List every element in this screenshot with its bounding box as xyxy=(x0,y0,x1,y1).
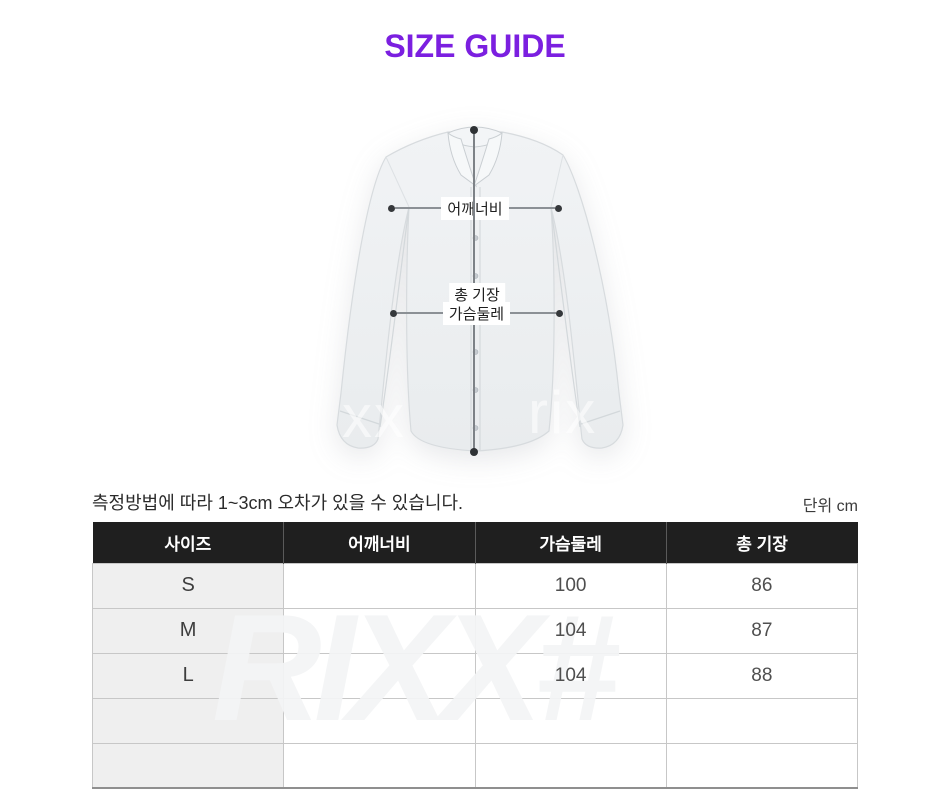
page-title: SIZE GUIDE xyxy=(384,28,566,64)
table-cell xyxy=(283,742,476,789)
table-cell: 88 xyxy=(665,652,859,699)
table-row: S 100 86 xyxy=(91,562,859,609)
measure-line xyxy=(510,312,557,314)
size-cell: S xyxy=(91,562,285,609)
table-row xyxy=(91,697,859,744)
table-cell xyxy=(283,697,476,744)
shirt-measurement-diagram: xx rix 어깨너비 가슴둘레 총 기장 xyxy=(330,95,630,480)
size-cell: L xyxy=(91,652,285,699)
shoulder-measure-line: 어깨너비 xyxy=(388,196,563,220)
size-cell xyxy=(91,697,285,744)
measure-line xyxy=(395,207,442,209)
table-cell: 86 xyxy=(665,562,859,609)
table-cell xyxy=(474,742,667,789)
size-table: 사이즈 어깨너비 가슴둘레 총 기장 S 100 86 M 104 87 xyxy=(91,522,859,789)
header-shoulder: 어깨너비 xyxy=(283,522,476,563)
measure-dot-icon xyxy=(556,309,564,317)
table-cell: 87 xyxy=(665,607,859,654)
header-length: 총 기장 xyxy=(666,522,858,563)
measure-line xyxy=(508,207,556,209)
table-row xyxy=(91,742,859,789)
measurement-note: 측정방법에 따라 1~3cm 오차가 있을 수 있습니다. xyxy=(92,493,464,513)
chest-measure-line: 가슴둘레 xyxy=(390,301,564,325)
measure-dot-icon xyxy=(390,309,397,317)
size-table-wrap: 사이즈 어깨너비 가슴둘레 총 기장 S 100 86 M 104 87 xyxy=(91,522,859,789)
table-cell: 100 xyxy=(474,562,667,609)
table-row: L 104 88 xyxy=(91,652,859,699)
header-chest: 가슴둘레 xyxy=(475,522,667,563)
table-cell xyxy=(474,697,667,744)
measure-dot-icon xyxy=(388,204,395,212)
length-label: 총 기장 xyxy=(449,283,505,306)
size-cell xyxy=(91,742,285,789)
table-row: M 104 87 xyxy=(91,607,859,654)
measure-dot-icon xyxy=(470,448,478,456)
table-header-row: 사이즈 어깨너비 가슴둘레 총 기장 xyxy=(92,522,858,563)
header-size: 사이즈 xyxy=(92,522,285,563)
table-cell: 104 xyxy=(474,607,667,654)
table-cell: 104 xyxy=(474,652,667,699)
table-cell xyxy=(665,742,859,789)
size-cell: M xyxy=(91,607,285,654)
shirt-collar-left xyxy=(447,131,477,188)
table-cell xyxy=(283,652,476,699)
measure-dot-icon xyxy=(470,126,478,134)
shoulder-label: 어깨너비 xyxy=(441,196,509,220)
table-cell xyxy=(283,562,476,609)
shirt-collar-right xyxy=(473,131,503,188)
unit-label: 단위 cm xyxy=(802,498,858,515)
table-cell xyxy=(283,607,476,654)
measure-line xyxy=(397,312,443,314)
measure-dot-icon xyxy=(555,204,563,212)
chest-label: 가슴둘레 xyxy=(442,301,511,325)
table-cell xyxy=(665,697,859,744)
